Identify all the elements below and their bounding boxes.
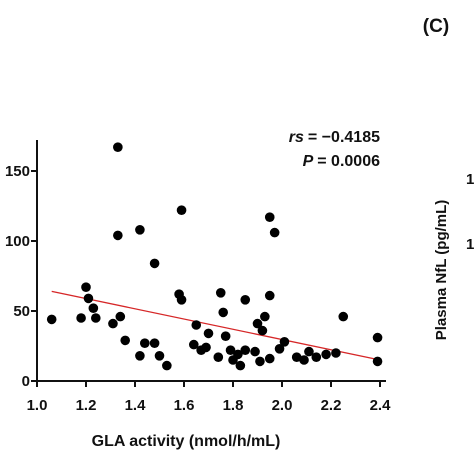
point — [140, 338, 150, 349]
x-tick-label: 1.8 — [223, 397, 244, 414]
point — [240, 345, 251, 356]
point — [76, 313, 86, 323]
point — [162, 360, 172, 371]
x-tick-label: 1.2 — [76, 397, 97, 414]
point — [191, 320, 202, 330]
point — [108, 318, 118, 329]
point — [264, 290, 275, 301]
point — [46, 314, 57, 325]
point — [81, 282, 91, 293]
neighbor-y-label: Plasma NfL (pg/mL) — [433, 200, 450, 341]
point — [299, 355, 309, 365]
point — [233, 349, 243, 360]
annotation-value: = −0.4185 — [308, 129, 380, 146]
point — [372, 356, 383, 367]
point — [235, 360, 246, 371]
point — [304, 346, 314, 357]
x-tick-label: 1.6 — [174, 397, 195, 414]
point — [291, 352, 302, 363]
annotation: P = 0.0006 — [303, 153, 381, 170]
y-tick-label: 150 — [5, 163, 30, 180]
y-tick-label: 100 — [5, 233, 30, 250]
point — [321, 349, 331, 360]
y-tick-label: 50 — [13, 303, 30, 320]
point — [113, 230, 123, 241]
point — [189, 339, 199, 350]
point — [83, 293, 94, 304]
point — [331, 348, 341, 358]
point — [176, 205, 187, 215]
point — [176, 295, 187, 305]
point — [225, 345, 236, 356]
point — [257, 325, 268, 336]
point — [255, 356, 265, 367]
x-tick-label: 1.0 — [27, 397, 48, 414]
point — [135, 225, 145, 235]
point — [240, 295, 251, 305]
point — [274, 344, 285, 354]
point — [250, 346, 260, 357]
point — [264, 212, 275, 222]
annotation-value: = 0.0006 — [317, 153, 380, 170]
point — [260, 311, 270, 322]
neighbor-tick: 1 — [466, 171, 474, 188]
point — [252, 318, 263, 329]
point — [338, 311, 349, 322]
fit-line — [51, 290, 381, 361]
point — [149, 338, 160, 349]
point — [115, 311, 126, 322]
y-tick-label: 0 — [22, 373, 30, 390]
point — [218, 307, 228, 318]
point — [113, 142, 123, 152]
point — [120, 335, 130, 346]
x-tick-label: 1.4 — [125, 397, 147, 414]
point — [215, 288, 226, 298]
point — [154, 351, 165, 361]
point — [201, 342, 211, 353]
point — [149, 258, 160, 269]
point — [135, 351, 145, 361]
x-axis-label: GLA activity (nmol/h/mL) — [92, 433, 281, 450]
annotation: rs = −0.4185 — [289, 129, 380, 146]
panel-label: (C) — [423, 16, 449, 37]
point — [213, 352, 224, 363]
neighbor-tick: 1 — [466, 236, 474, 253]
x-tick-label: 2.0 — [272, 397, 293, 414]
point — [372, 332, 383, 343]
x-tick-label: 2.2 — [321, 397, 342, 414]
point — [220, 331, 231, 342]
x-tick-label: 2.4 — [370, 397, 392, 414]
point — [269, 227, 280, 238]
point — [203, 328, 214, 339]
point — [264, 353, 275, 364]
point — [279, 337, 290, 347]
annotation-symbol: rs — [289, 129, 304, 146]
annotation-symbol: P — [303, 153, 314, 170]
point — [91, 313, 101, 323]
point — [88, 303, 99, 314]
point — [311, 352, 322, 363]
